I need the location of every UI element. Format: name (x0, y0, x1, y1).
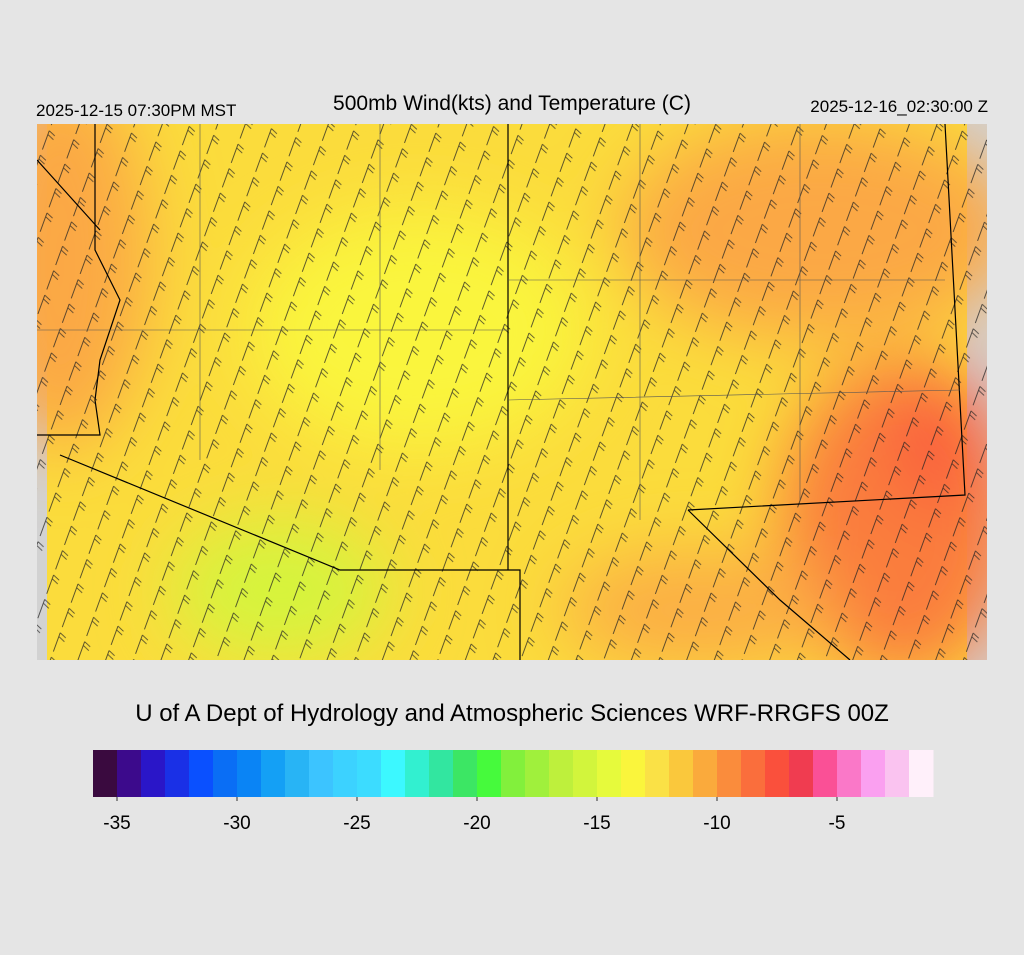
colorbar-swatch (765, 750, 790, 797)
colorbar-swatch (189, 750, 214, 797)
colorbar-swatch (693, 750, 718, 797)
colorbar-swatch (789, 750, 814, 797)
valid-utc-time: 2025-12-16_02:30:00 Z (810, 97, 988, 116)
colorbar-swatch (621, 750, 646, 797)
colorbar-swatch (813, 750, 838, 797)
colorbar-swatch (717, 750, 742, 797)
colorbar-swatch (429, 750, 454, 797)
colorbar-tick-label: -10 (703, 813, 730, 834)
colorbar-tick-label: -5 (829, 813, 846, 834)
colorbar-swatch (453, 750, 478, 797)
colorbar-swatch (885, 750, 910, 797)
colorbar-tick-label: -25 (343, 813, 370, 834)
colorbar-swatch (141, 750, 166, 797)
colorbar-swatch (165, 750, 190, 797)
colorbar-tick-label: -20 (463, 813, 490, 834)
valid-local-time: 2025-12-15 07:30PM MST (36, 101, 236, 120)
colorbar-swatch (309, 750, 334, 797)
colorbar-swatch (837, 750, 862, 797)
colorbar-swatch (477, 750, 502, 797)
colorbar-swatch (549, 750, 574, 797)
colorbar-tick-label: -35 (103, 813, 130, 834)
colorbar-swatch (381, 750, 406, 797)
colorbar: -35 -30 -25 -20 -15 -10 -5 (93, 750, 934, 834)
colorbar-swatch (501, 750, 526, 797)
colorbar-swatch (741, 750, 766, 797)
colorbar-swatch (573, 750, 598, 797)
colorbar-swatch (213, 750, 238, 797)
colorbar-swatch (597, 750, 622, 797)
colorbar-swatch (261, 750, 286, 797)
colorbar-swatch (333, 750, 358, 797)
colorbar-swatch (669, 750, 694, 797)
colorbar-tick-label: -30 (223, 813, 250, 834)
colorbar-swatch (285, 750, 310, 797)
map (37, 124, 987, 660)
colorbar-swatch (909, 750, 934, 797)
colorbar-swatch (645, 750, 670, 797)
map-title: 500mb Wind(kts) and Temperature (C) (333, 92, 691, 115)
colorbar-swatch (861, 750, 886, 797)
colorbar-swatch (93, 750, 118, 797)
colorbar-swatch (237, 750, 262, 797)
colorbar-tick-label: -15 (583, 813, 610, 834)
colorbar-swatch (525, 750, 550, 797)
colorbar-swatch (405, 750, 430, 797)
credit: U of A Dept of Hydrology and Atmospheric… (135, 700, 889, 727)
colorbar-swatch (117, 750, 142, 797)
colorbar-swatch (357, 750, 382, 797)
